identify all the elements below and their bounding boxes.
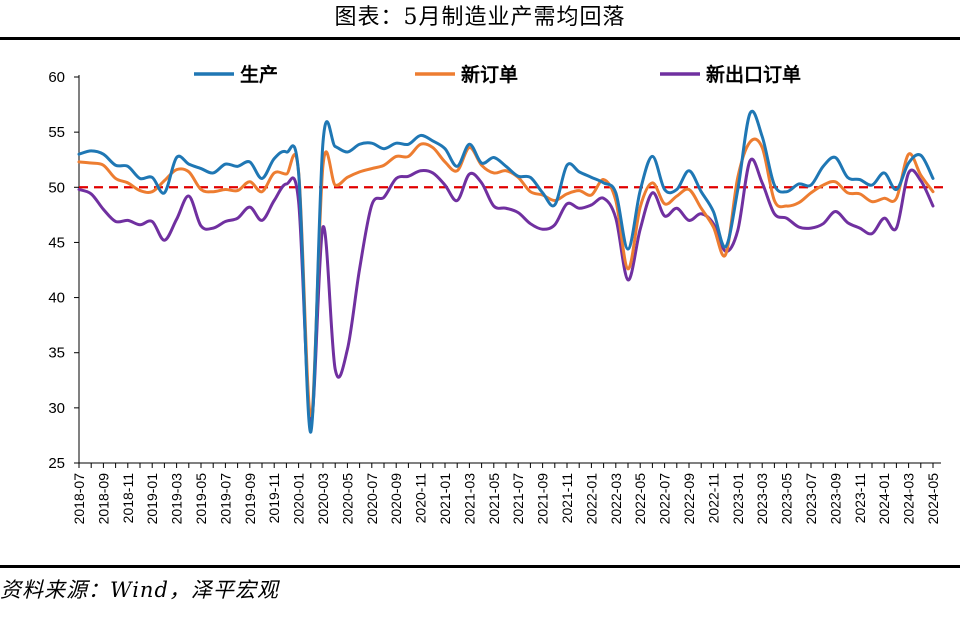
y-tick-label: 30 xyxy=(48,400,65,417)
series-line-1 xyxy=(77,109,935,434)
x-tick-label: 2023-03 xyxy=(754,473,770,525)
x-tick-label: 2021-03 xyxy=(461,473,477,525)
series-line-2 xyxy=(77,137,935,418)
y-tick-label: 40 xyxy=(48,290,65,307)
x-tick-label: 2019-01 xyxy=(144,473,160,525)
x-tick-label: 2021-09 xyxy=(535,473,551,525)
x-tick-label: 2020-11 xyxy=(413,473,429,524)
x-tick-label: 2022-03 xyxy=(608,473,624,525)
legend-label-2: 新订单 xyxy=(461,63,518,86)
x-tick-label: 2019-11 xyxy=(266,473,282,524)
x-tick-label: 2023-01 xyxy=(730,473,746,525)
x-tick-label: 2018-11 xyxy=(120,473,136,524)
x-tick-label: 2020-03 xyxy=(315,473,331,525)
y-tick-label: 55 xyxy=(48,124,65,141)
x-tick-label: 2023-11 xyxy=(852,473,868,524)
series-line-3 xyxy=(77,157,935,424)
x-tick-label: 2021-05 xyxy=(486,473,502,525)
x-tick-label: 2022-05 xyxy=(632,473,648,525)
source-note: 资料来源：Wind，泽平宏观 xyxy=(0,578,279,602)
x-tick-label: 2018-07 xyxy=(71,473,87,525)
y-tick-label: 25 xyxy=(48,455,65,472)
x-tick-label: 2020-07 xyxy=(364,473,380,525)
legend: 生产 新订单 新出口订单 xyxy=(194,63,801,86)
series-layer xyxy=(77,109,935,434)
x-tick-label: 2022-11 xyxy=(705,473,721,524)
x-tick-label: 2019-07 xyxy=(217,473,233,525)
legend-label-3: 新出口订单 xyxy=(706,63,801,86)
x-tick-label: 2021-11 xyxy=(559,473,575,524)
y-tick-label: 35 xyxy=(48,345,65,362)
x-tick-label: 2021-07 xyxy=(510,473,526,525)
chart-title: 图表：5月制造业产需均回落 xyxy=(334,5,626,30)
x-tick-label: 2019-03 xyxy=(169,473,185,525)
x-tick-label: 2024-01 xyxy=(876,473,892,525)
x-tick-label: 2023-05 xyxy=(779,473,795,525)
axes-layer: 25 30 35 40 45 50 55 60 2018-07 2018-09 2018-11 201… xyxy=(48,69,941,524)
x-tick-label: 2024-05 xyxy=(925,473,941,525)
x-tick-label: 2020-09 xyxy=(388,473,404,525)
top-rule xyxy=(0,37,960,40)
line-chart: 25 30 35 40 45 50 55 60 2018-07 2018-09 2018-11 201… xyxy=(48,63,948,524)
x-tick-label: 2022-01 xyxy=(583,473,599,525)
y-tick-label: 50 xyxy=(48,179,65,196)
y-tick-label: 45 xyxy=(48,234,65,251)
x-tick-label: 2023-07 xyxy=(803,473,819,525)
x-tick-label: 2019-05 xyxy=(193,473,209,525)
y-tick-label: 60 xyxy=(48,69,65,86)
x-tick-label: 2023-09 xyxy=(827,473,843,525)
bottom-rule xyxy=(0,565,960,568)
x-tick-label: 2024-03 xyxy=(901,473,917,525)
x-tick-label: 2022-09 xyxy=(681,473,697,525)
x-tick-label: 2022-07 xyxy=(657,473,673,525)
legend-label-1: 生产 xyxy=(240,63,278,86)
x-tick-label: 2019-09 xyxy=(242,473,258,525)
x-tick-label: 2020-01 xyxy=(291,473,307,525)
x-tick-label: 2020-05 xyxy=(339,473,355,525)
x-tick-label: 2018-09 xyxy=(95,473,111,525)
x-tick-label: 2021-01 xyxy=(437,473,453,525)
